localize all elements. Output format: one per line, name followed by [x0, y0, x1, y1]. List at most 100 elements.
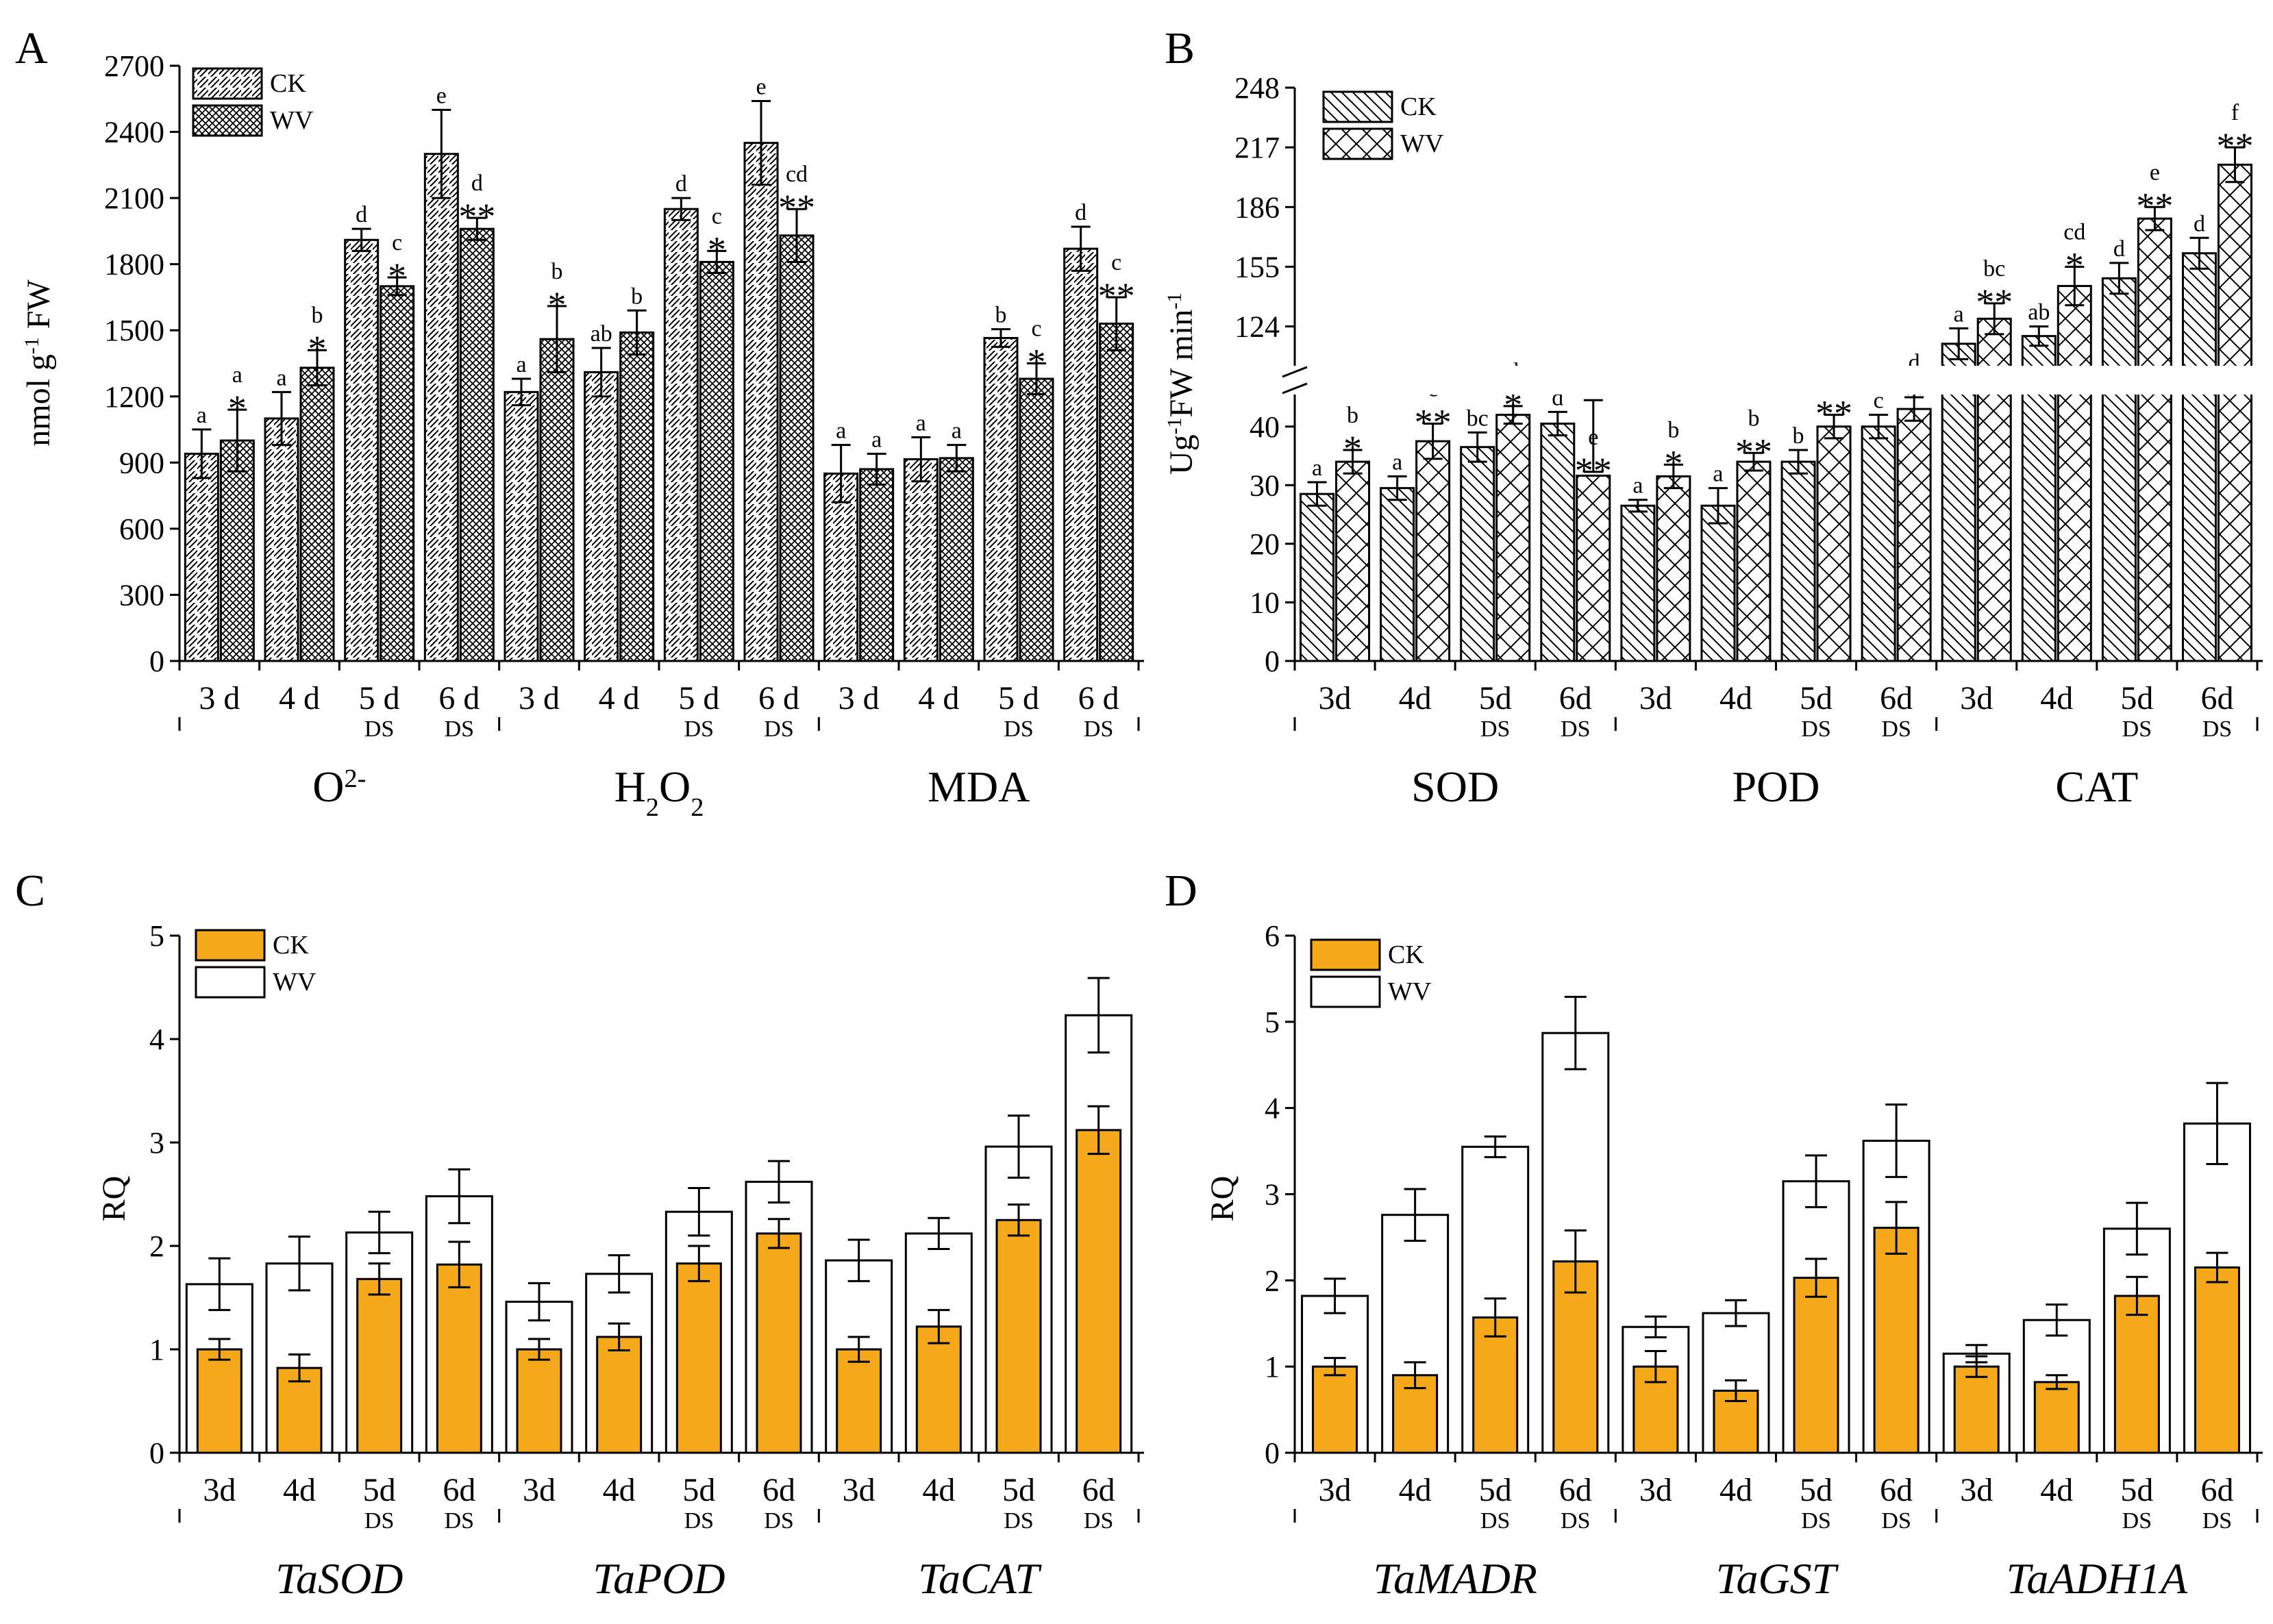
category-label: 4d [2040, 1472, 2073, 1508]
letter-label: d [2113, 236, 2125, 262]
bar-wv [459, 227, 495, 662]
ds-mark: DS [684, 716, 714, 742]
bar-wv [1576, 474, 1611, 662]
bar-ck [2181, 252, 2217, 662]
group-label: TaSOD [275, 1554, 403, 1603]
category-label: 5d [1800, 680, 1833, 716]
panel-letter: A [15, 23, 48, 73]
category-label: 3d [1960, 680, 1993, 716]
y-tick-label: 1500 [104, 314, 164, 347]
bar-ck [264, 417, 299, 662]
bar-ck [2101, 277, 2137, 662]
y-tick-label: 6 [1265, 919, 1280, 953]
bar-wv [539, 338, 575, 662]
ds-mark: DS [2122, 1508, 2152, 1534]
ds-mark: DS [2202, 1508, 2232, 1534]
group-label: H2O2 [614, 762, 704, 822]
significance-star: ** [1976, 282, 2013, 323]
panel-letter: D [1165, 866, 1197, 916]
category-label: 5 d [998, 680, 1039, 716]
y-tick-label: 124 [1234, 310, 1280, 344]
category-label: 6d [1559, 1472, 1592, 1508]
bar-wv [939, 457, 974, 662]
significance-star: ** [1098, 275, 1135, 316]
bar-wv [1495, 414, 1531, 662]
bar-ck [1063, 247, 1099, 662]
category-label: 3 d [519, 680, 560, 716]
letter-label: b [1748, 405, 1759, 431]
bar-wv [699, 260, 734, 662]
significance-star: * [388, 255, 406, 297]
letter-label: b [1793, 423, 1804, 449]
panel-letter: B [1165, 23, 1195, 73]
letter-label: d [675, 171, 687, 197]
bar-wv [619, 331, 655, 662]
bar-wv [2217, 163, 2252, 662]
bar-ck [1312, 1365, 1358, 1454]
letter-label: cd [786, 162, 808, 187]
axis-break-gap [1281, 366, 2268, 395]
category-label: 4d [283, 1472, 316, 1508]
letter-label: e [1588, 425, 1598, 450]
y-tick-label: 0 [1265, 1436, 1280, 1470]
category-label: 5 d [678, 680, 719, 716]
letter-label: d [1075, 200, 1086, 225]
bar-wv [1019, 377, 1054, 662]
category-label: 5d [363, 1472, 396, 1508]
y-tick-label: 2100 [104, 182, 164, 215]
category-label: 6 d [438, 680, 480, 716]
y-axis-label: RQ [96, 1176, 132, 1222]
legend-swatch-ck [192, 67, 263, 100]
group-label: CAT [2055, 762, 2138, 811]
legend-swatch-ck [1322, 90, 1393, 123]
y-tick-label: 155 [1234, 250, 1280, 284]
significance-star: ** [778, 187, 815, 228]
bar-ck [675, 1262, 722, 1454]
y-tick-label: 4 [149, 1023, 164, 1056]
y-tick-label: 2 [149, 1229, 164, 1263]
bar-wv [859, 468, 895, 662]
group-label: SOD [1411, 762, 1499, 811]
category-label: 3 d [839, 680, 880, 716]
letter-label: a [1954, 301, 1964, 327]
category-label: 6d [1559, 680, 1592, 716]
ds-mark: DS [1881, 1508, 1911, 1534]
significance-star: ** [458, 196, 495, 237]
category-label: 3d [1639, 1472, 1672, 1508]
legend-swatch-ck [1310, 938, 1381, 971]
category-label: 6d [762, 1472, 795, 1508]
legend-label-ck: CK [273, 931, 309, 960]
bar-wv [380, 285, 415, 662]
significance-star: * [308, 328, 327, 369]
legend-label-ck: CK [270, 69, 306, 98]
panel-b: BUg-1FW min-1a*b3da**c4dbc*d5dDSd**e6dDS… [1163, 23, 2268, 811]
ds-mark: DS [445, 1508, 474, 1534]
ds-mark: DS [2122, 716, 2152, 742]
letter-label: f [2231, 100, 2239, 125]
bar-ck [1380, 487, 1415, 662]
category-label: 5d [682, 1472, 715, 1508]
y-tick-label: 40 [1250, 410, 1280, 444]
letter-label: b [551, 259, 563, 284]
ds-mark: DS [764, 716, 793, 742]
y-tick-label: 10 [1250, 586, 1280, 619]
letter-label: bc [1467, 405, 1489, 431]
y-tick-label: 0 [1265, 645, 1280, 678]
bar-ck [1793, 1277, 1839, 1454]
bar-ck [756, 1232, 802, 1454]
ds-mark: DS [1561, 1508, 1590, 1534]
legend-swatch-wv [1310, 975, 1381, 1008]
letter-label: a [916, 410, 926, 436]
y-tick-label: 1800 [104, 248, 164, 282]
significance-star: * [708, 229, 726, 270]
y-tick-label: 2400 [104, 116, 164, 149]
group-label: O2- [312, 762, 366, 811]
category-label: 6d [2200, 680, 2233, 716]
y-tick-label: 186 [1234, 190, 1280, 224]
legend-label-wv: WV [270, 106, 314, 135]
group-label: TaADH1A [2007, 1554, 2188, 1603]
letter-label: a [516, 352, 526, 377]
group-label: MDA [928, 762, 1030, 811]
category-label: 4d [1399, 680, 1432, 716]
